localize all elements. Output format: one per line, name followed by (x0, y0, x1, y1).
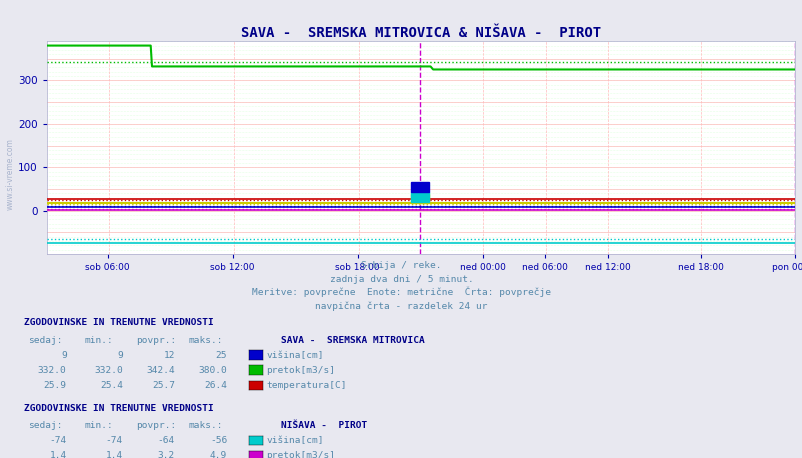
Text: 3.2: 3.2 (158, 452, 175, 458)
Text: 9: 9 (61, 351, 67, 360)
Text: www.si-vreme.com: www.si-vreme.com (6, 138, 15, 210)
Text: 4.9: 4.9 (210, 452, 227, 458)
Text: -56: -56 (210, 436, 227, 445)
Text: temperatura[C]: temperatura[C] (266, 381, 346, 390)
Text: maks.:: maks.: (188, 336, 223, 344)
Text: ZGODOVINSKE IN TRENUTNE VREDNOSTI: ZGODOVINSKE IN TRENUTNE VREDNOSTI (24, 318, 213, 327)
Text: SAVA -  SREMSKA MITROVICA: SAVA - SREMSKA MITROVICA (281, 336, 424, 344)
Text: 26.4: 26.4 (204, 381, 227, 390)
Text: min.:: min.: (84, 421, 113, 430)
Text: višina[cm]: višina[cm] (266, 436, 324, 445)
Text: povpr.:: povpr.: (136, 336, 176, 344)
Text: 380.0: 380.0 (198, 366, 227, 375)
Text: 342.4: 342.4 (146, 366, 175, 375)
Text: Srbija / reke.: Srbija / reke. (361, 261, 441, 270)
Text: 25.9: 25.9 (43, 381, 67, 390)
Bar (411, 192, 429, 202)
Text: 12: 12 (164, 351, 175, 360)
Text: 332.0: 332.0 (94, 366, 123, 375)
Text: sedaj:: sedaj: (28, 336, 63, 344)
Text: 332.0: 332.0 (38, 366, 67, 375)
Bar (411, 182, 429, 192)
Text: 25.4: 25.4 (99, 381, 123, 390)
Text: višina[cm]: višina[cm] (266, 351, 324, 360)
Text: povpr.:: povpr.: (136, 421, 176, 430)
Text: navpična črta - razdelek 24 ur: navpična črta - razdelek 24 ur (315, 302, 487, 311)
Text: -74: -74 (50, 436, 67, 445)
Text: 25: 25 (216, 351, 227, 360)
Text: 1.4: 1.4 (106, 452, 123, 458)
Text: NIŠAVA -  PIROT: NIŠAVA - PIROT (281, 421, 367, 430)
Text: 9: 9 (117, 351, 123, 360)
Text: min.:: min.: (84, 336, 113, 344)
Title: SAVA -  SREMSKA MITROVICA & NIŠAVA -  PIROT: SAVA - SREMSKA MITROVICA & NIŠAVA - PIRO… (241, 26, 600, 40)
Text: ZGODOVINSKE IN TRENUTNE VREDNOSTI: ZGODOVINSKE IN TRENUTNE VREDNOSTI (24, 404, 213, 413)
Text: zadnja dva dni / 5 minut.: zadnja dva dni / 5 minut. (329, 275, 473, 284)
Text: pretok[m3/s]: pretok[m3/s] (266, 452, 335, 458)
Bar (411, 194, 429, 203)
Text: Meritve: povprečne  Enote: metrične  Črta: povprečje: Meritve: povprečne Enote: metrične Črta:… (252, 287, 550, 297)
Text: -64: -64 (158, 436, 175, 445)
Text: pretok[m3/s]: pretok[m3/s] (266, 366, 335, 375)
Text: 25.7: 25.7 (152, 381, 175, 390)
Text: 1.4: 1.4 (50, 452, 67, 458)
Text: sedaj:: sedaj: (28, 421, 63, 430)
Text: -74: -74 (106, 436, 123, 445)
Text: maks.:: maks.: (188, 421, 223, 430)
